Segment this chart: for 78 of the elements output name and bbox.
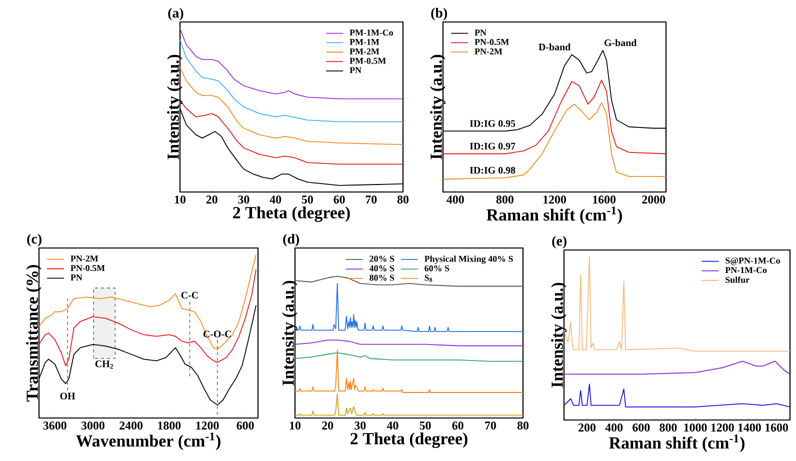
x-tick-label: 70	[366, 196, 377, 204]
annotation: ID:IG 0.98	[470, 166, 516, 174]
legend-label: 20% S	[370, 256, 394, 262]
legend-label: PN-0.5M	[70, 265, 105, 272]
legend-label: PN-2M	[474, 48, 502, 54]
x-axis-title: 2 Theta (degree)	[233, 206, 350, 222]
x-tick-label: 400	[605, 424, 623, 432]
chart-title: (a)	[168, 8, 184, 20]
x-axis-title: Raman shift (cm$^{-1}$)	[609, 434, 744, 452]
x-tick-label: 600	[632, 424, 650, 432]
chart-title: (e)	[552, 236, 566, 248]
legend-label: 60% S	[424, 265, 450, 272]
x-tick-label: 10	[290, 422, 301, 430]
legend-label: 40% S	[369, 265, 394, 272]
y-axis-title: Intensity (a.u.)	[430, 54, 446, 160]
x-tick-label: 1800	[158, 422, 181, 430]
x-tick-label: 3600	[43, 422, 66, 430]
legend-label: PN	[474, 30, 486, 36]
legend-label: PN-0.5M	[474, 38, 509, 46]
x-tick-label: 70	[485, 422, 496, 430]
x-tick-label: 1400	[738, 424, 761, 432]
chart-title: (c)	[27, 234, 42, 246]
legend-label: PM-0.5M	[350, 58, 386, 64]
x-tick-label: 1200	[711, 424, 734, 432]
legend-label: PN	[350, 67, 362, 74]
x-tick-label: 3000	[81, 422, 104, 430]
x-tick-label: 30	[238, 196, 250, 204]
x-tick-label: 2000	[642, 196, 666, 204]
legend-label: 80% S	[370, 274, 394, 281]
legend-label: PN	[70, 274, 82, 280]
y-axis-title: Intensity (a.u.)	[167, 54, 182, 160]
legend-label: Sulfur	[726, 276, 750, 283]
x-tick-label: 1000	[684, 424, 707, 432]
x-tick-label: 50	[420, 422, 431, 430]
x-tick-label: 40	[270, 196, 282, 204]
legend-label: PN-1M-Co	[725, 267, 767, 274]
x-tick-label: 60	[452, 422, 464, 430]
legend-label: PM-1M	[350, 39, 380, 45]
x-tick-label: 40	[386, 422, 398, 430]
x-tick-label: 60	[334, 196, 345, 204]
x-tick-label: 50	[302, 196, 313, 204]
chart-title: (d)	[283, 234, 300, 246]
x-tick-label: 80	[397, 196, 409, 204]
annotation: G-band	[604, 39, 637, 46]
legend-label: PN-2M	[70, 256, 98, 262]
ref-line-label: OH	[60, 392, 76, 400]
x-axis-title: Wavenumber (cm$^{-1}$)	[76, 432, 220, 450]
x-tick-label: 400	[446, 196, 464, 204]
y-axis-title: Transmittance (%)	[26, 265, 42, 402]
ref-line-label: C-C	[181, 292, 198, 299]
annotation: ID:IG 0.97	[470, 142, 516, 150]
x-tick-label: 800	[496, 196, 514, 204]
x-tick-label: 800	[660, 424, 677, 432]
x-tick-label: 20	[206, 196, 218, 204]
x-tick-label: 1600	[593, 196, 616, 204]
legend-label: Physical Mixing 40% S	[424, 256, 513, 264]
chart-title: (b)	[431, 8, 448, 20]
annotation: D-band	[538, 43, 571, 50]
x-tick-label: 80	[517, 422, 529, 430]
x-tick-label: 20	[322, 422, 334, 430]
x-tick-label: 30	[354, 422, 366, 430]
x-tick-label: 200	[578, 424, 596, 432]
x-tick-label: 1600	[765, 424, 788, 432]
x-axis-title: 2 Theta (degree)	[350, 432, 468, 448]
legend-label: S@PN-1M-Co	[726, 258, 780, 266]
band-label: CH$_{2}$	[95, 360, 114, 369]
x-tick-label: 2400	[120, 422, 143, 430]
legend-label: S$_{8}$	[424, 274, 432, 282]
x-tick-label: 10	[174, 196, 186, 204]
x-tick-label: 1200	[196, 422, 219, 430]
y-axis-title: Intensity (a.u.)	[551, 282, 566, 388]
legend-label: PM-2M	[350, 48, 380, 54]
annotation: ID:IG 0.95	[470, 120, 516, 127]
legend-label: PM-1M-Co	[350, 30, 394, 36]
y-axis-title: Intensity (a.u.)	[282, 280, 298, 386]
x-tick-label: 1200	[544, 196, 566, 204]
x-axis-title: Raman shift (cm$^{-1}$)	[486, 206, 622, 224]
x-tick-label: 600	[236, 422, 254, 430]
